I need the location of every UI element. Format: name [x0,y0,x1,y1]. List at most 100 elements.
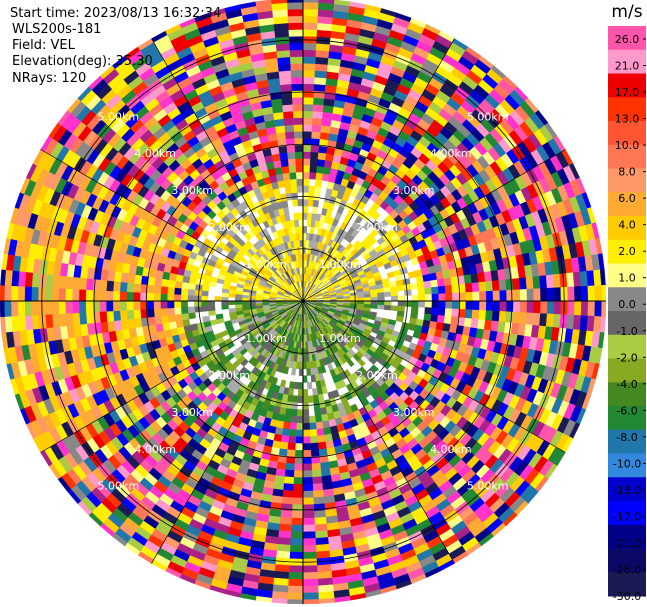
velocity-gate [277,530,292,539]
velocity-gate [306,368,312,376]
velocity-gate [315,543,330,553]
velocity-gate [286,449,296,458]
velocity-gate [312,110,324,119]
velocity-gate [310,144,320,153]
velocity-gate [410,306,419,314]
velocity-gate [297,388,304,397]
velocity-gate [167,314,176,323]
velocity-gate [312,394,320,403]
velocity-gate [133,300,141,311]
velocity-gate [302,511,315,519]
velocity-gate [302,63,316,71]
velocity-gate [31,272,40,288]
velocity-gate [317,152,327,161]
velocity-gate [291,367,297,376]
velocity-gate [580,285,589,302]
velocity-gate [310,151,319,160]
velocity-gate [491,310,500,322]
velocity-gate [290,531,304,539]
velocity-gate [310,449,320,458]
velocity-gate [302,185,310,193]
velocity-gate [346,358,355,368]
velocity-gate [397,295,406,302]
velocity-gate [377,300,385,306]
velocity-gate [499,300,507,312]
velocity-gate [302,531,316,539]
velocity-gate [312,117,323,126]
velocity-gate [552,313,561,329]
velocity-gate [437,285,446,295]
velocity-gate [308,415,316,424]
velocity-gate [287,435,297,444]
velocity-gate [180,288,189,296]
velocity-gate [311,469,322,478]
velocity-gate [553,287,562,302]
velocity-gate [285,462,295,471]
velocity-gate [492,290,501,302]
velocity-gate [283,476,294,485]
velocity-gate [430,279,439,288]
velocity-gate [51,274,61,289]
velocity-gate [58,287,66,302]
velocity-gate [318,145,328,154]
velocity-gate [126,309,135,320]
velocity-gate [404,300,412,307]
velocity-gate [221,304,229,310]
velocity-gate [119,291,127,302]
velocity-gate [506,300,514,313]
velocity-gate [200,295,209,302]
velocity-gate [167,286,175,295]
velocity-gate [302,49,317,58]
velocity-gate [445,292,453,302]
velocity-gate [302,450,312,458]
velocity-gate [119,300,127,311]
velocity-gate [51,313,61,328]
velocity-gate [567,300,575,316]
velocity-gate [552,273,561,289]
velocity-gate [436,314,446,324]
velocity-gate [207,305,216,312]
velocity-gate [106,280,115,292]
velocity-gate [147,316,156,326]
velocity-gate [105,290,114,302]
velocity-gate [424,300,433,308]
velocity-gate [294,450,304,458]
velocity-gate [444,308,453,317]
velocity-gate [78,277,88,290]
velocity-gate [314,530,329,539]
velocity-gate [181,312,190,321]
velocity-gate [278,448,288,457]
velocity-gate [302,544,317,553]
velocity-gate [275,550,291,559]
velocity-gate [363,297,372,302]
velocity-gate [146,308,155,318]
velocity-gate [309,165,318,173]
velocity-gate [279,441,289,450]
velocity-gate [390,290,399,297]
velocity-gate [533,300,541,314]
velocity-gate [302,226,308,234]
velocity-gate [194,295,202,302]
velocity-gate [363,293,372,299]
velocity-gate [390,305,399,312]
velocity-gate [24,286,32,302]
velocity-gate [302,422,310,431]
velocity-gate [314,76,327,86]
velocity-gate [307,381,313,390]
velocity-gate [24,315,34,331]
velocity-gate [274,564,290,573]
velocity-gate [3,300,12,317]
velocity-gate [295,429,304,438]
velocity-gate [313,192,321,201]
velocity-gate [293,463,304,471]
velocity-gate [370,292,378,298]
velocity-gate [302,103,314,112]
velocity-gate [147,276,156,286]
velocity-gate [31,286,39,302]
velocity-gate [173,287,182,295]
velocity-gate [574,286,582,302]
velocity-gate [302,565,318,573]
velocity-gate [302,164,311,173]
velocity-gate [313,83,326,92]
velocity-gate [383,291,392,297]
